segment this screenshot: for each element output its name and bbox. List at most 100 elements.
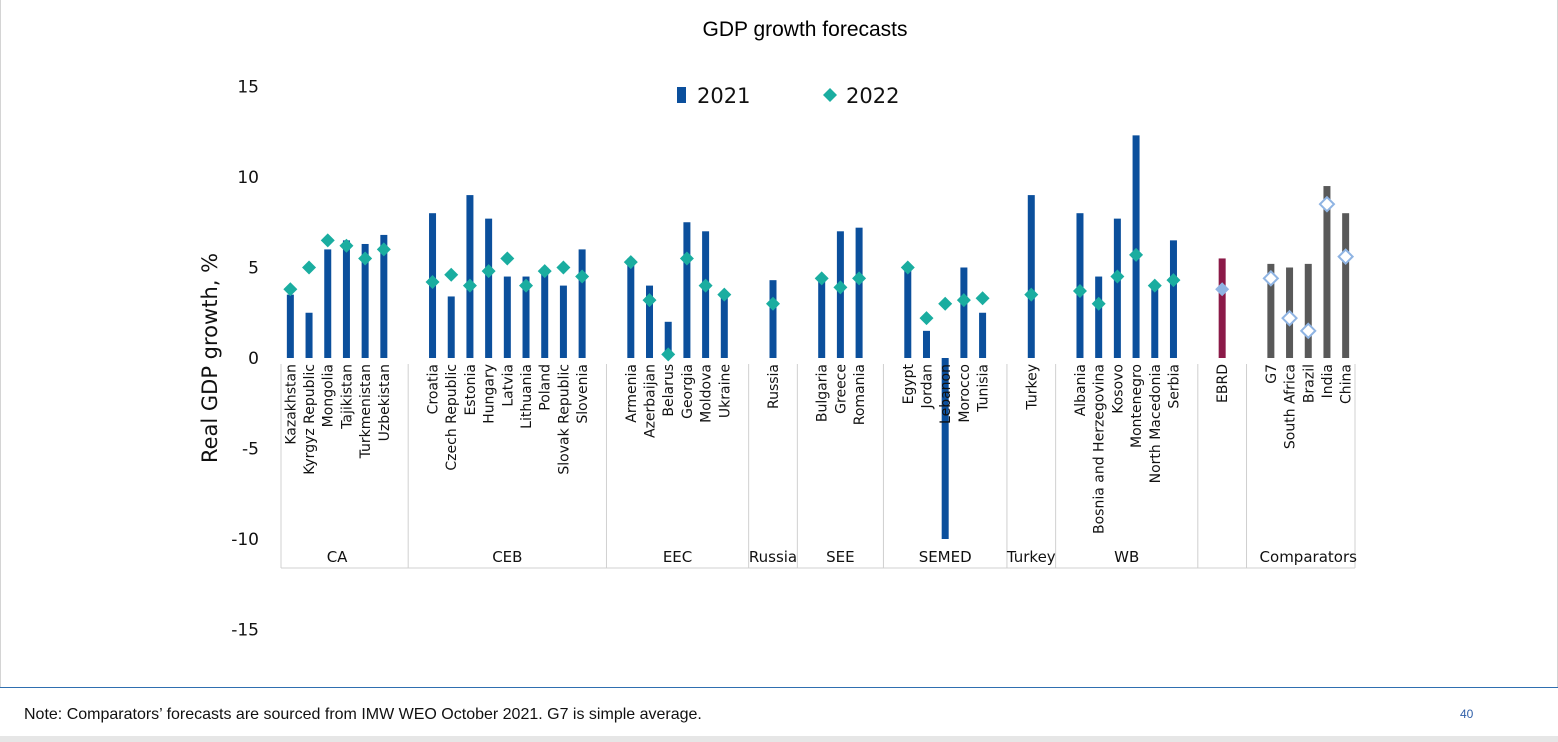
marker-2022 <box>500 251 515 266</box>
marker-2022 <box>1337 248 1355 266</box>
bar-2021 <box>466 195 474 358</box>
marker-2022 <box>975 291 990 306</box>
marker-2022 <box>717 287 732 302</box>
marker-2022 <box>462 278 477 293</box>
bar-2021 <box>1132 135 1140 358</box>
bar-2021 <box>361 243 369 358</box>
legend-label-2022: 2022 <box>846 84 899 108</box>
group-label: SEMED <box>919 548 972 566</box>
marker-2022 <box>1166 273 1181 288</box>
marker-2022 <box>1129 247 1144 262</box>
bar-2021 <box>646 285 654 358</box>
category-label: Turkey <box>1024 364 1040 411</box>
bar-2021 <box>979 312 987 358</box>
category-label: Lithuania <box>519 364 535 429</box>
group-label: Turkey <box>1006 548 1056 566</box>
category-label: Mongolia <box>321 364 337 427</box>
bar-2021 <box>324 249 332 358</box>
marker-2022 <box>537 264 552 279</box>
bar-2021 <box>855 227 863 358</box>
y-tick-label: -15 <box>231 621 259 641</box>
group-label: EEC <box>663 548 692 566</box>
bar-2021 <box>769 280 777 358</box>
bar-2021 <box>1342 213 1350 358</box>
group-label: CA <box>327 548 348 566</box>
footer: Note: Comparators’ forecasts are sourced… <box>0 688 1558 742</box>
legend-swatch-2021 <box>677 87 686 103</box>
bar-2021 <box>1304 263 1312 358</box>
marker-2022 <box>302 260 317 275</box>
category-label: EBRD <box>1215 364 1231 403</box>
category-label: Latvia <box>500 364 516 407</box>
category-label: Serbia <box>1166 364 1182 409</box>
category-label: Slovenia <box>575 364 591 424</box>
category-label: Lebanon <box>938 364 954 424</box>
marker-2022 <box>425 274 440 289</box>
group-label: Russia <box>749 548 797 566</box>
marker-2022 <box>661 347 676 362</box>
marker-2022 <box>1024 287 1039 302</box>
legend-label-2021: 2021 <box>697 84 750 108</box>
bar-2021 <box>447 296 455 358</box>
category-label: Tajikistan <box>339 364 355 430</box>
y-tick-label: 10 <box>237 168 259 188</box>
y-tick-label: 15 <box>237 78 259 98</box>
category-label: Romania <box>852 364 868 425</box>
bar-2021 <box>941 358 949 539</box>
category-label: China <box>1339 364 1355 404</box>
bar-2021 <box>522 276 530 358</box>
category-labels: Kazakhstan Kyrgyz Republic Mongolia Tajikis… <box>283 364 1354 534</box>
category-label: Greece <box>833 364 849 414</box>
bar-2021 <box>578 249 586 358</box>
category-label: Moldova <box>699 364 715 423</box>
category-label: Poland <box>538 364 554 411</box>
category-label: India <box>1320 364 1336 398</box>
y-axis: Real GDP growth, % 15 10 5 0 -5 -10 -15 <box>198 78 259 641</box>
category-label: Armenia <box>624 364 640 423</box>
category-label: Albania <box>1073 364 1089 416</box>
category-label: Slovak Republic <box>556 364 572 475</box>
bar-2021 <box>1267 263 1275 358</box>
bar-2021 <box>559 285 567 358</box>
marker-2022 <box>358 251 373 266</box>
marker-2022 <box>1318 195 1336 213</box>
category-label: Azerbaijan <box>643 364 659 438</box>
marker-2022 <box>852 271 867 286</box>
bar-2021 <box>485 218 493 358</box>
category-label: Kosovo <box>1110 364 1126 414</box>
y-tick-label: 0 <box>248 349 259 369</box>
category-label: South Africa <box>1283 364 1299 449</box>
marker-2022 <box>938 296 953 311</box>
legend: 2021 2022 <box>677 84 899 108</box>
category-label: Bosnia and Herzegovina <box>1092 364 1108 534</box>
marker-2022 <box>1281 309 1298 327</box>
marker-2022 <box>481 264 496 279</box>
y-axis-title: Real GDP growth, % <box>198 253 222 463</box>
gdp-growth-chart: GDP growth forecasts Real GDP growth, % … <box>198 18 1357 641</box>
marker-2022 <box>1262 269 1280 287</box>
marker-2022 <box>833 280 848 295</box>
marker-2022 <box>556 260 571 275</box>
category-label: Morocco <box>957 364 973 423</box>
category-label: Georgia <box>680 364 696 419</box>
category-label: Belarus <box>661 364 677 417</box>
bar-2021 <box>960 267 968 358</box>
marker-2022 <box>376 242 391 257</box>
group-label: SEE <box>826 548 854 566</box>
marker-2022 <box>766 296 780 311</box>
category-label: Croatia <box>426 364 442 414</box>
legend-swatch-2022 <box>823 88 837 102</box>
group-labels: CA CEB EEC Russia SEE SEMED Turkey WB Comparator… <box>327 548 1357 566</box>
marker-2022 <box>1147 278 1162 293</box>
marker-2022 <box>283 282 298 297</box>
marker-2022 <box>623 255 638 270</box>
bar-2021 <box>836 231 844 358</box>
marker-2022 <box>575 269 590 284</box>
category-label: Egypt <box>901 364 917 405</box>
category-label: Tunisia <box>976 364 992 413</box>
bar-2021 <box>380 234 388 358</box>
category-label: Hungary <box>482 364 498 424</box>
marker-2022 <box>900 260 915 275</box>
category-label: Bulgaria <box>815 364 831 422</box>
markers-2022 <box>283 195 1355 362</box>
